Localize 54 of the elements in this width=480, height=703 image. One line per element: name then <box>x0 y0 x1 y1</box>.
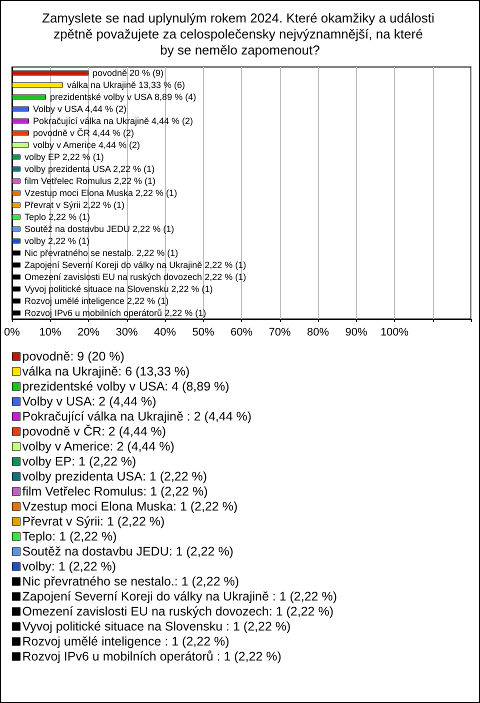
data-label: Vyvoj politické situace na Slovensku 2,22 % (1) <box>24 284 213 294</box>
x-tick-label: 40% <box>154 326 176 338</box>
data-label: film Vetřelec Romulus 2,22 % (1) <box>24 176 156 186</box>
chart-title: Zamyslete se nad uplynulým rokem 2024. Které okamžiky a události zpětně považujete za celospolečensky nejvýznamnější, na které by se nemělo zapomenout? <box>42 10 438 58</box>
data-label: volby prezidenta USA 2,22 % (1) <box>24 164 155 174</box>
data-label: Pokračující válka na Ukrajině 4,44 % (2) <box>32 116 194 126</box>
legend-label: povodně v ČR: 2 (4,44 %) <box>22 424 166 438</box>
data-label: Převrat v Sýrii 2,22 % (1) <box>24 200 125 210</box>
data-label: Vzestup moci Elona Muska 2,22 % (1) <box>24 188 178 198</box>
legend-label: povodně: 9 (20 %) <box>22 350 124 364</box>
legend-label: Soutěž na dostavbu JEDU: 1 (2,22 %) <box>22 544 234 558</box>
x-tick-label: 90% <box>345 326 368 338</box>
legend-label: válka na Ukrajině: 6 (13,33 %) <box>22 364 190 378</box>
data-label: Volby v USA 4,44 % (2) <box>32 104 127 114</box>
legend-label: Teplo: 1 (2,22 %) <box>22 530 117 544</box>
data-label: Soutěž na dostavbu JEDU 2,22 % (1) <box>24 224 174 234</box>
data-label: povodně v ČR 4,44 % (2) <box>32 128 134 138</box>
x-tick-label: 0% <box>4 326 20 338</box>
data-label: Zapojení Severní Koreji do války na Ukrajině 2,22 % (1) <box>24 260 246 270</box>
x-tick-label: 80% <box>306 326 330 338</box>
x-tick-label: 10% <box>39 326 62 338</box>
data-label: volby 2,22 % (1) <box>24 236 90 246</box>
legend-label: prezidentské volby v USA: 4 (8,89 %) <box>22 380 230 394</box>
legend-label: Rozvoj umělé inteligence : 1 (2,22 %) <box>22 634 230 648</box>
legend-label: Vzestup moci Elona Muska: 1 (2,22 %) <box>22 500 238 514</box>
legend-label: volby prezidenta USA: 1 (2,22 %) <box>22 470 208 484</box>
x-tick-label: 50% <box>192 326 214 338</box>
legend-label: Zapojení Severní Koreji do války na Ukrajině : 1 (2,22 %) <box>22 590 337 604</box>
x-tick-label: 30% <box>116 326 138 338</box>
legend-label: volby EP: 1 (2,22 %) <box>22 454 136 468</box>
legend-label: film Vetřelec Romulus: 1 (2,22 %) <box>22 484 208 498</box>
data-label: Nic převratného se nestalo. 2,22 % (1) <box>24 248 178 258</box>
x-tick-label: 20% <box>77 326 100 338</box>
legend-label: Rozvoj IPv6 u mobilních operátorů : 1 (2,22 %) <box>22 650 282 664</box>
legend-label: volby: 1 (2,22 %) <box>22 560 116 574</box>
legend-label: Převrat v Sýrii: 1 (2,22 %) <box>22 514 165 528</box>
legend-label: Omezení zavislosti EU na ruských dovozech: 1 (2,22 %) <box>22 604 334 618</box>
data-label: válka na Ukrajině 13,33 % (6) <box>66 80 186 90</box>
data-label: volby EP 2,22 % (1) <box>24 152 104 162</box>
data-label: Omezení zavislosti EU na ruských dovozech 2,22 % (1) <box>24 272 246 282</box>
data-label: volby v Americe 4,44 % (2) <box>32 140 140 150</box>
data-label: Teplo 2,22 % (1) <box>24 212 90 222</box>
legend-label: Vyvoj politické situace na Slovensku : 1 (2,22 %) <box>22 620 291 634</box>
x-tick-label: 60% <box>230 326 253 338</box>
data-label: Rozvoj umělé inteligence 2,22 % (1) <box>24 296 169 306</box>
data-label: Rozvoj IPv6 u mobilních operátorů 2,22 % (1) <box>24 308 206 318</box>
x-tick-label: 70% <box>268 326 291 338</box>
legend-label: Volby v USA: 2 (4,44 %) <box>22 394 156 408</box>
legend-label: Pokračující válka na Ukrajině : 2 (4,44 %) <box>22 410 252 424</box>
data-label: prezidentské volby v USA 8,89 % (4) <box>50 92 196 102</box>
legend-label: volby v Americe: 2 (4,44 %) <box>22 440 174 454</box>
legend-label: Nic převratného se nestalo.: 1 (2,22 %) <box>22 574 240 588</box>
data-label: povodně 20 % (9) <box>92 68 164 78</box>
x-tick-label: 100% <box>380 326 409 338</box>
